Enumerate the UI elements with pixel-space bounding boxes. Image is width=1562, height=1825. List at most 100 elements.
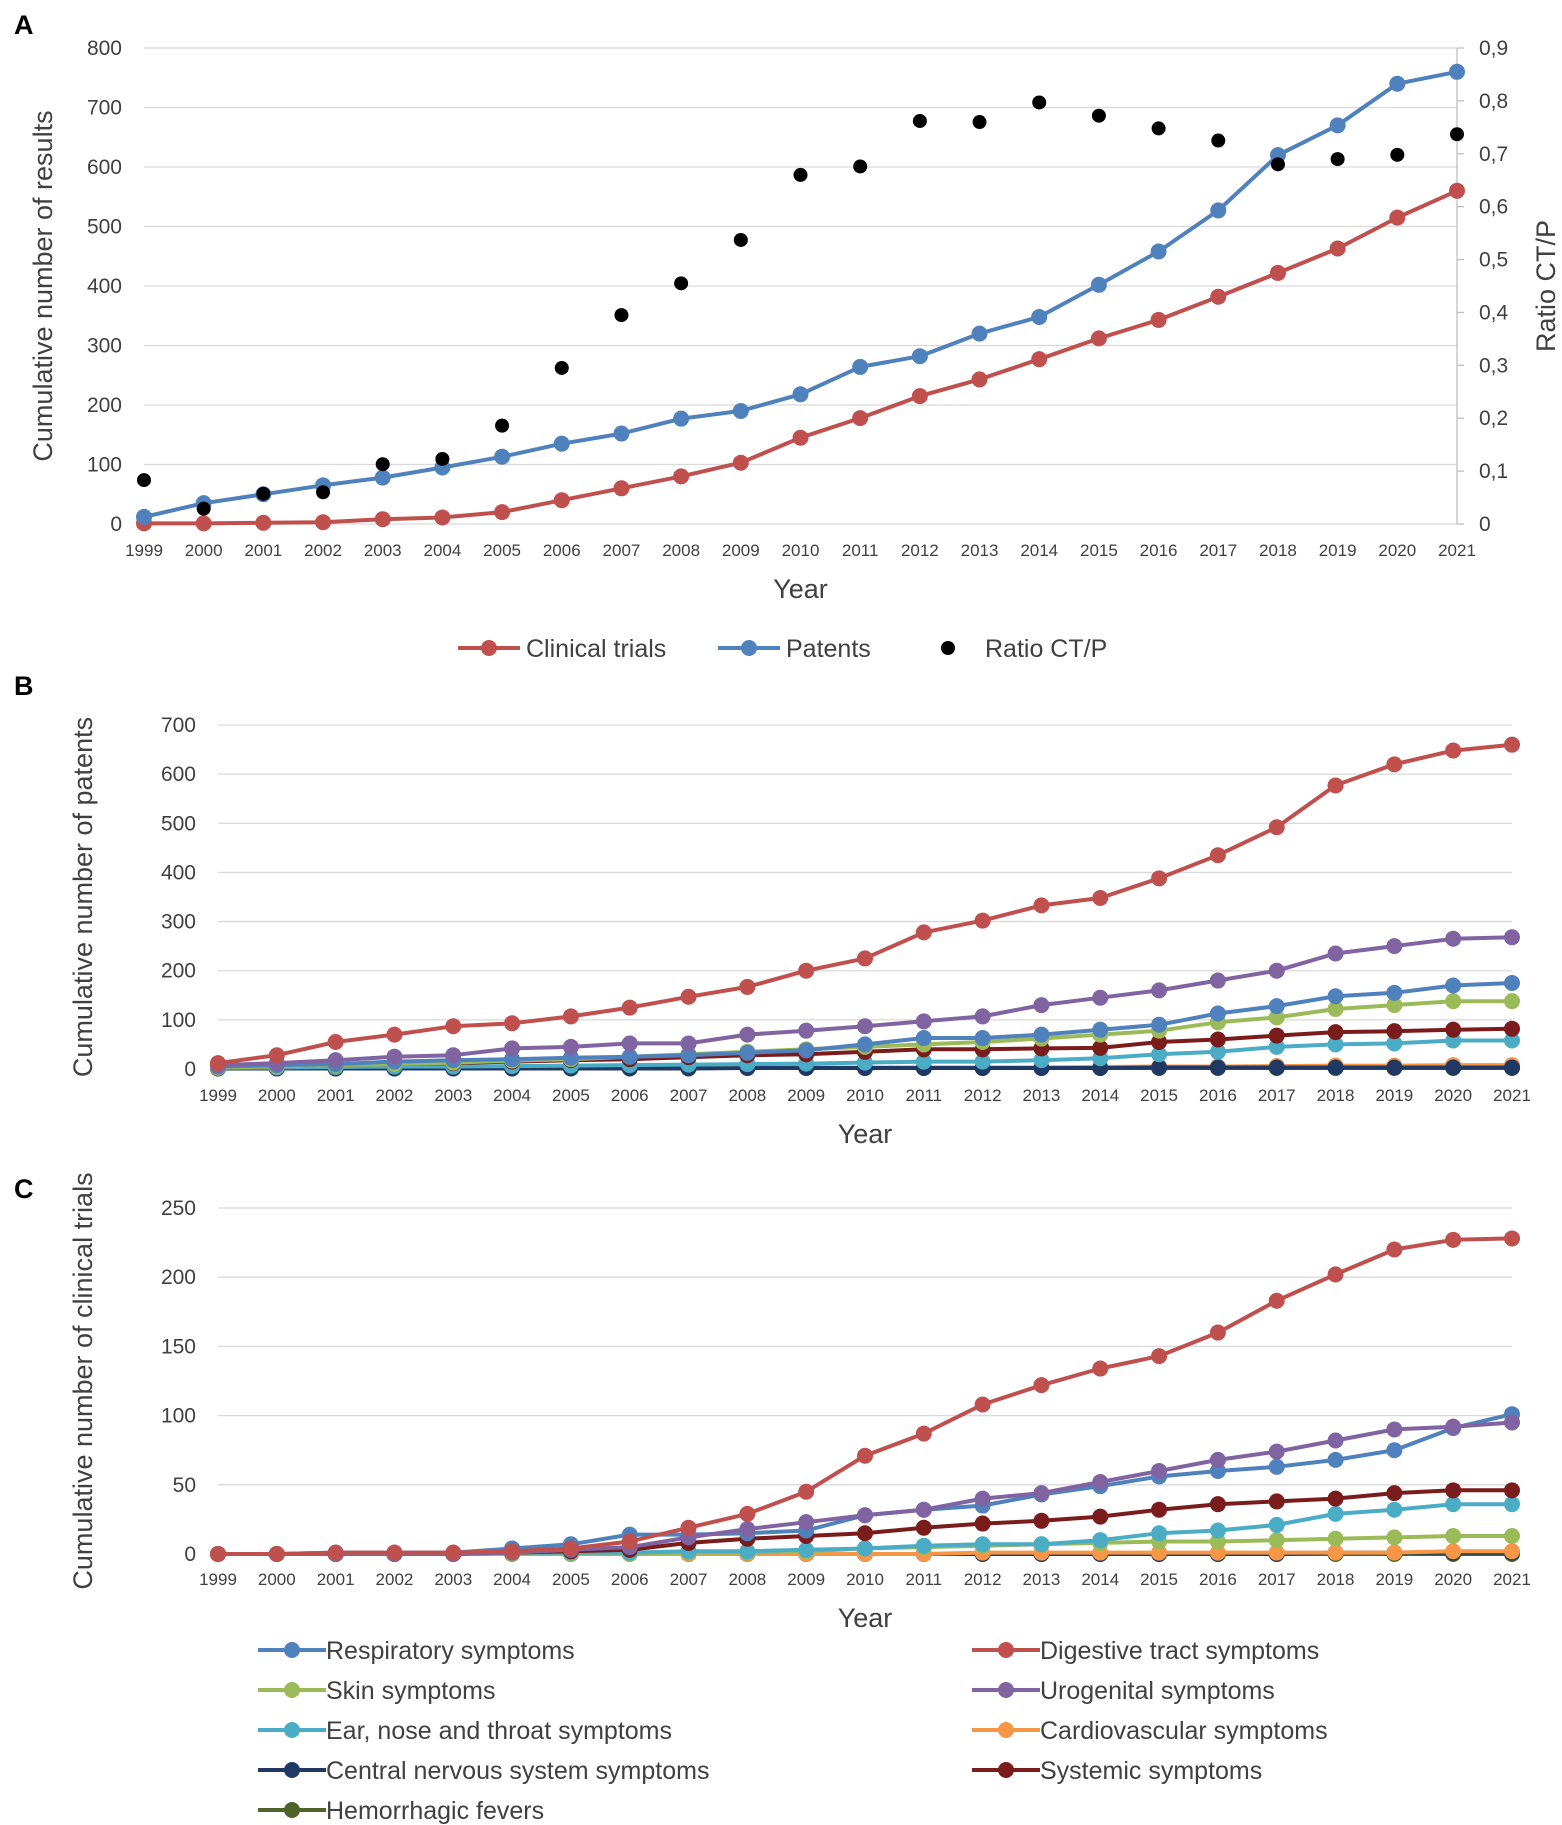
data-point <box>1032 95 1047 110</box>
legend-item-respiratory-symptoms: Respiratory symptoms <box>258 1637 575 1665</box>
x-tick-label: 2015 <box>1140 1570 1178 1589</box>
x-tick-label: 2019 <box>1375 1086 1413 1105</box>
data-point <box>268 1546 285 1562</box>
data-point <box>911 388 928 405</box>
data-point <box>1151 1016 1168 1033</box>
data-point <box>434 509 451 526</box>
data-point <box>1389 75 1406 92</box>
y-tick-label: 200 <box>161 960 196 983</box>
data-point <box>1386 984 1403 1001</box>
data-point <box>494 448 511 465</box>
data-point <box>1091 108 1106 123</box>
x-tick-label: 2003 <box>434 1570 472 1589</box>
data-point <box>798 1483 815 1500</box>
x-tick-label: 2002 <box>376 1570 414 1589</box>
x-tick-label: 2005 <box>483 541 521 560</box>
data-point <box>974 1008 991 1025</box>
data-point <box>680 1047 697 1064</box>
data-point <box>673 410 690 427</box>
data-point <box>732 402 749 419</box>
x-tick-label: 2000 <box>185 541 223 560</box>
data-point <box>1445 1543 1462 1560</box>
data-point <box>562 1008 579 1025</box>
x-tick-label: 2012 <box>964 1570 1002 1589</box>
legend-a: Clinical trials Patents Ratio CT/P <box>458 635 1107 663</box>
data-point <box>974 1490 991 1507</box>
legend-marker <box>998 1682 1014 1698</box>
y-tick-label: 400 <box>161 861 196 884</box>
data-point <box>1504 1543 1520 1560</box>
y-tick-label: 0 <box>110 513 122 536</box>
x-tick-label: 2021 <box>1493 1570 1531 1589</box>
x-tick-label: 2014 <box>1020 541 1058 560</box>
data-point <box>1268 1038 1285 1055</box>
data-point <box>562 1540 579 1557</box>
legend-marker <box>481 640 497 656</box>
data-point <box>1386 1442 1403 1459</box>
data-point <box>1210 288 1227 305</box>
data-point <box>974 1536 991 1553</box>
x-tick-label: 2017 <box>1199 541 1237 560</box>
x-tick-label: 2015 <box>1080 541 1118 560</box>
data-point <box>673 468 690 485</box>
data-point <box>1209 1059 1226 1076</box>
data-point <box>1151 121 1166 136</box>
legend-label: Urogenital symptoms <box>1040 1677 1275 1705</box>
data-point <box>1033 1536 1050 1553</box>
legend-label: Ear, nose and throat symptoms <box>326 1717 672 1745</box>
data-point <box>674 276 689 291</box>
data-point <box>1268 1292 1285 1309</box>
data-point <box>621 1035 638 1052</box>
x-tick-label: 2013 <box>1023 1570 1061 1589</box>
data-point <box>798 1042 815 1059</box>
data-point <box>1445 977 1462 994</box>
y-tick-label: 400 <box>87 275 122 298</box>
data-point <box>915 1519 932 1536</box>
data-point <box>1386 997 1403 1014</box>
data-point <box>1092 1360 1109 1377</box>
data-point <box>621 1533 638 1550</box>
data-point <box>1445 993 1462 1010</box>
y-tick-label: 100 <box>161 1009 196 1032</box>
data-point <box>1090 330 1107 347</box>
data-point <box>1327 1451 1344 1468</box>
legend-marker <box>284 1802 300 1818</box>
x-tick-label: 2004 <box>493 1086 531 1105</box>
data-point <box>1033 997 1050 1014</box>
data-point <box>327 1052 344 1069</box>
data-point <box>1327 777 1344 794</box>
data-point <box>1268 819 1285 836</box>
data-point <box>792 386 809 403</box>
series-line <box>142 188 1459 526</box>
x-tick-label: 2020 <box>1434 1570 1472 1589</box>
data-point <box>553 435 570 452</box>
data-point <box>680 1035 697 1052</box>
legend-bc: Respiratory symptoms Digestive tract symp… <box>258 1637 1328 1825</box>
data-point <box>1150 311 1167 328</box>
y-tick-label: 0 <box>184 1058 196 1081</box>
legend-label: Digestive tract symptoms <box>1040 1637 1319 1665</box>
y-tick-label: 150 <box>161 1335 196 1358</box>
data-point <box>1209 1005 1226 1022</box>
data-point <box>1327 988 1344 1005</box>
y-tick-label: 800 <box>87 37 122 60</box>
series-line <box>216 742 1514 1066</box>
data-point <box>1209 1324 1226 1341</box>
data-point <box>1390 147 1405 162</box>
legend-item-cardiovascular-symptoms: Cardiovascular symptoms <box>972 1717 1328 1745</box>
y-tick-label: 500 <box>161 812 196 835</box>
data-point <box>1268 1493 1285 1510</box>
data-point <box>315 514 332 531</box>
x-tick-label: 2000 <box>258 1086 296 1105</box>
data-point <box>1327 1266 1344 1283</box>
legend-marker <box>741 640 757 656</box>
legend-item-clinical-trials: Clinical trials <box>458 635 666 663</box>
x-tick-label: 2007 <box>670 1570 708 1589</box>
legend-label: Respiratory symptoms <box>326 1637 575 1665</box>
data-point <box>1449 182 1465 199</box>
data-point <box>1150 243 1167 260</box>
data-point <box>853 159 868 174</box>
data-point <box>1268 1532 1285 1549</box>
x-tick-label: 2007 <box>603 541 641 560</box>
legend-item-hemorrhagic-fevers: Hemorrhagic fevers <box>258 1797 544 1825</box>
